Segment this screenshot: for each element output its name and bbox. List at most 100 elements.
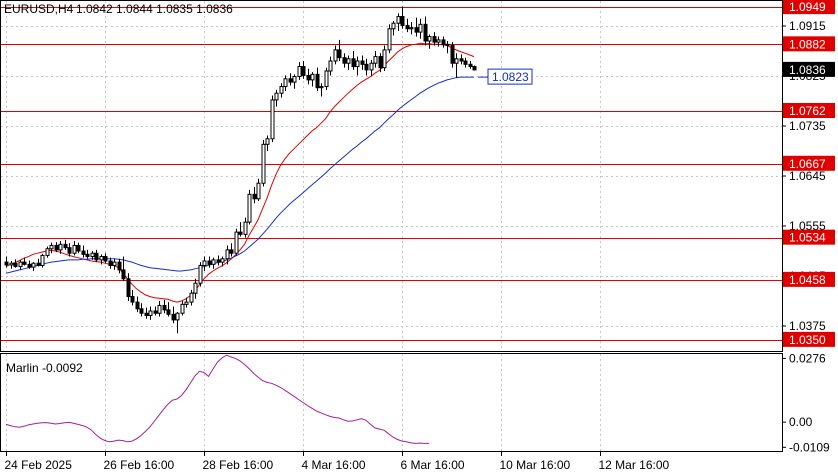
candle bbox=[270, 95, 275, 143]
price-tags: 1.0949 1.0882 1.0762 1.0667 1.0534 1.0458 1.03… bbox=[478, 0, 835, 347]
candle bbox=[337, 39, 342, 61]
candle bbox=[418, 18, 423, 39]
candle bbox=[58, 241, 63, 254]
candle-body bbox=[193, 282, 198, 294]
candle-body bbox=[229, 249, 234, 254]
candle bbox=[346, 55, 351, 70]
candle-body bbox=[49, 244, 54, 250]
candle-body bbox=[144, 312, 149, 316]
candle bbox=[297, 62, 302, 80]
candle-body bbox=[121, 269, 126, 280]
level-tag-bg bbox=[783, 155, 835, 171]
candle bbox=[184, 297, 189, 308]
candle-body bbox=[99, 256, 104, 261]
candle bbox=[234, 228, 239, 256]
candle bbox=[324, 67, 329, 90]
candle-body bbox=[225, 249, 230, 260]
candle bbox=[396, 13, 401, 31]
candle bbox=[117, 258, 122, 274]
current-price-label: 1.0836 bbox=[789, 63, 826, 77]
candle bbox=[387, 24, 392, 54]
level-tag: 1.0882 bbox=[783, 36, 835, 52]
candle bbox=[301, 61, 306, 79]
oscillator-grid bbox=[6, 354, 601, 451]
candle bbox=[405, 18, 410, 33]
candle-body bbox=[180, 303, 185, 314]
candle bbox=[472, 65, 477, 71]
candle bbox=[162, 299, 167, 314]
price-tick-label: 1.0735 bbox=[789, 119, 826, 133]
level-tag: 1.0667 bbox=[783, 155, 835, 171]
candle bbox=[76, 242, 81, 254]
candle bbox=[9, 261, 14, 269]
level-tag: 1.0762 bbox=[783, 103, 835, 118]
candle-body bbox=[324, 70, 329, 88]
candle-body bbox=[162, 304, 167, 311]
candle bbox=[252, 187, 257, 204]
candle-body bbox=[72, 244, 77, 254]
candle-body bbox=[472, 66, 477, 71]
candle-body bbox=[364, 63, 369, 71]
oscillator-tick-label: -0.0109 bbox=[789, 440, 830, 454]
candle-body bbox=[283, 78, 288, 88]
candle bbox=[63, 239, 68, 250]
candle-body bbox=[270, 99, 275, 140]
candle bbox=[36, 258, 41, 267]
candle-body bbox=[184, 301, 189, 305]
price-tick-label: 1.0555 bbox=[789, 219, 826, 233]
candle bbox=[13, 259, 18, 268]
level-tag-label: 1.0667 bbox=[789, 157, 826, 171]
candle-body bbox=[454, 58, 459, 64]
candle bbox=[202, 256, 207, 271]
price-tick-label: 1.0915 bbox=[789, 19, 826, 33]
level-tag-bg bbox=[783, 103, 835, 118]
candle-body bbox=[126, 278, 131, 298]
candle-body bbox=[265, 138, 270, 145]
candle-body bbox=[45, 248, 50, 256]
candle-body bbox=[337, 49, 342, 59]
oscillator-tick-label: 0.0276 bbox=[789, 351, 826, 365]
current-price-tag: 1.0836 bbox=[783, 61, 835, 77]
candle bbox=[333, 45, 338, 65]
price-tick-label: 1.0645 bbox=[789, 169, 826, 183]
level-tag-bg bbox=[783, 229, 835, 245]
time-tick-label: 24 Feb 2025 bbox=[5, 458, 73, 472]
candle bbox=[454, 53, 459, 78]
candle bbox=[436, 36, 441, 47]
candle bbox=[432, 32, 437, 46]
candle-body bbox=[148, 310, 153, 316]
oscillator-line bbox=[5, 354, 429, 444]
candle-body bbox=[333, 49, 338, 62]
candle bbox=[445, 41, 450, 54]
candle-body bbox=[274, 92, 279, 101]
candle bbox=[45, 246, 50, 258]
candle bbox=[121, 256, 126, 281]
candle bbox=[108, 257, 113, 269]
candle bbox=[139, 303, 144, 317]
candle bbox=[378, 53, 383, 73]
candle-body bbox=[175, 312, 180, 321]
level-tag: 1.0949 bbox=[783, 0, 835, 15]
candle bbox=[382, 45, 387, 71]
candle-body bbox=[85, 253, 90, 258]
candle bbox=[171, 306, 176, 324]
candle bbox=[306, 68, 311, 85]
candle bbox=[49, 242, 54, 254]
candle bbox=[351, 51, 356, 70]
candle bbox=[144, 307, 149, 319]
candle bbox=[274, 89, 279, 107]
candle bbox=[157, 301, 162, 317]
candle bbox=[355, 56, 360, 76]
candle bbox=[450, 42, 455, 68]
candle-body bbox=[135, 301, 140, 310]
candle-body bbox=[360, 60, 365, 65]
level-tag-bg bbox=[783, 36, 835, 52]
candle bbox=[279, 83, 284, 98]
candle bbox=[211, 257, 216, 269]
candle-body bbox=[247, 193, 252, 223]
candle bbox=[360, 55, 365, 70]
candle-body bbox=[207, 260, 212, 265]
candle-body bbox=[459, 58, 464, 62]
